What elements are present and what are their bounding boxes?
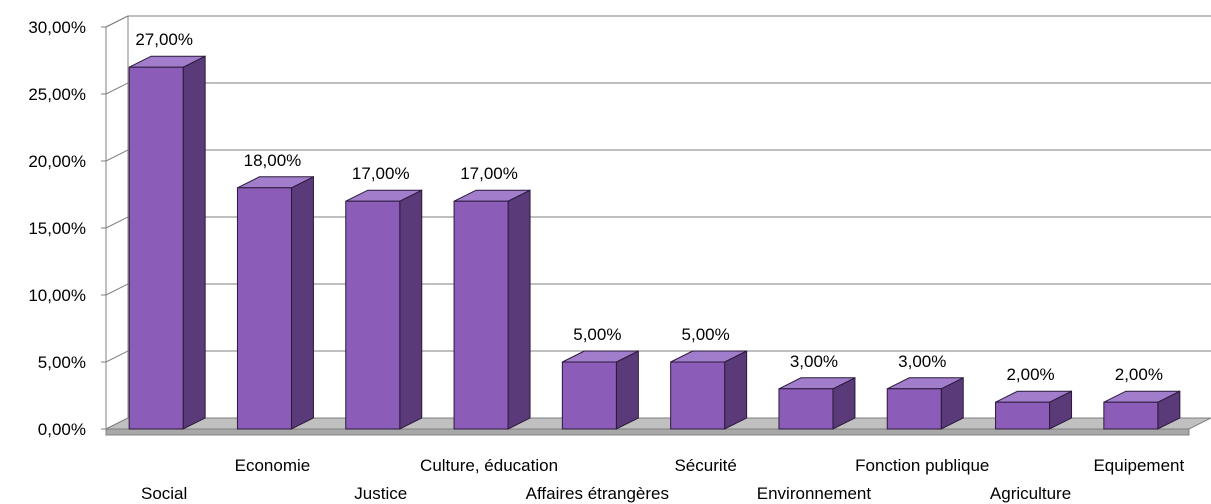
- x-category-label: Environnement: [757, 484, 872, 503]
- y-tick-label: 10,00%: [28, 286, 86, 305]
- bar: [1103, 390, 1181, 430]
- bar-side: [507, 189, 531, 430]
- x-axis: Social Economie Justice Culture, éducation A…: [141, 456, 1184, 503]
- bar-value-label: 2,00%: [1115, 365, 1163, 384]
- y-axis: 0,00% 5,00% 10,00% 15,00% 20,00% 25,00% 30,00%: [28, 18, 107, 439]
- side-wall-gridline: [105, 216, 129, 229]
- bar-side: [290, 175, 314, 430]
- bar: [453, 189, 531, 430]
- bar: [128, 55, 206, 430]
- bar-value-label: 2,00%: [1006, 365, 1054, 384]
- y-tick-label: 0,00%: [38, 420, 86, 439]
- x-category-label: Sécurité: [674, 456, 736, 475]
- bar: [995, 390, 1073, 430]
- bar-front: [778, 388, 834, 430]
- bar-side: [399, 189, 423, 430]
- side-wall-gridline: [105, 149, 129, 162]
- x-category-label: Agriculture: [990, 484, 1071, 503]
- bar-side: [615, 350, 639, 430]
- bar: [886, 376, 964, 430]
- bar-front: [995, 401, 1051, 430]
- bar-value-label: 5,00%: [682, 325, 730, 344]
- y-tick-label: 5,00%: [38, 353, 86, 372]
- bar: [345, 189, 423, 430]
- bar: [236, 175, 314, 430]
- bar: [561, 350, 639, 430]
- bar-front: [886, 388, 942, 430]
- value-labels: 27,00% 18,00% 17,00% 17,00% 5,00% 5,00% 3,00% 3…: [135, 30, 1163, 384]
- bar: [670, 350, 748, 430]
- x-category-label: Fonction publique: [855, 456, 989, 475]
- side-wall-gridline: [105, 283, 129, 296]
- bar-value-label: 17,00%: [460, 164, 518, 183]
- x-category-label: Economie: [235, 456, 311, 475]
- bars: [128, 55, 1181, 430]
- chart-walls: [105, 15, 129, 418]
- x-category-label: Culture, éducation: [420, 456, 558, 475]
- bar-side: [724, 350, 748, 430]
- x-category-label: Justice: [354, 484, 407, 503]
- side-wall-gridline: [105, 82, 129, 95]
- bar-value-label: 5,00%: [573, 325, 621, 344]
- bar-value-label: 3,00%: [898, 352, 946, 371]
- bar-value-label: 18,00%: [244, 151, 302, 170]
- floor-front: [105, 428, 1190, 436]
- bar-side: [182, 55, 206, 430]
- y-tick-label: 25,00%: [28, 85, 86, 104]
- bar-front: [670, 361, 726, 430]
- y-tick-label: 30,00%: [28, 18, 86, 37]
- y-tick-label: 20,00%: [28, 152, 86, 171]
- bar: [778, 376, 856, 430]
- bar-front: [128, 66, 184, 430]
- bar-value-label: 3,00%: [790, 352, 838, 371]
- x-category-label: Social: [141, 484, 187, 503]
- bar-front: [345, 200, 401, 430]
- x-category-label: Affaires étrangères: [526, 484, 669, 503]
- bar-value-label: 17,00%: [352, 164, 410, 183]
- bar-value-label: 27,00%: [135, 30, 193, 49]
- y-tick-label: 15,00%: [28, 219, 86, 238]
- bar-front: [453, 200, 509, 430]
- bar-front: [561, 361, 617, 430]
- bar-front: [236, 187, 292, 430]
- side-wall-gridline: [105, 350, 129, 363]
- x-category-label: Equipement: [1093, 456, 1184, 475]
- side-wall-gridline: [105, 15, 129, 28]
- bar-front: [1103, 401, 1159, 430]
